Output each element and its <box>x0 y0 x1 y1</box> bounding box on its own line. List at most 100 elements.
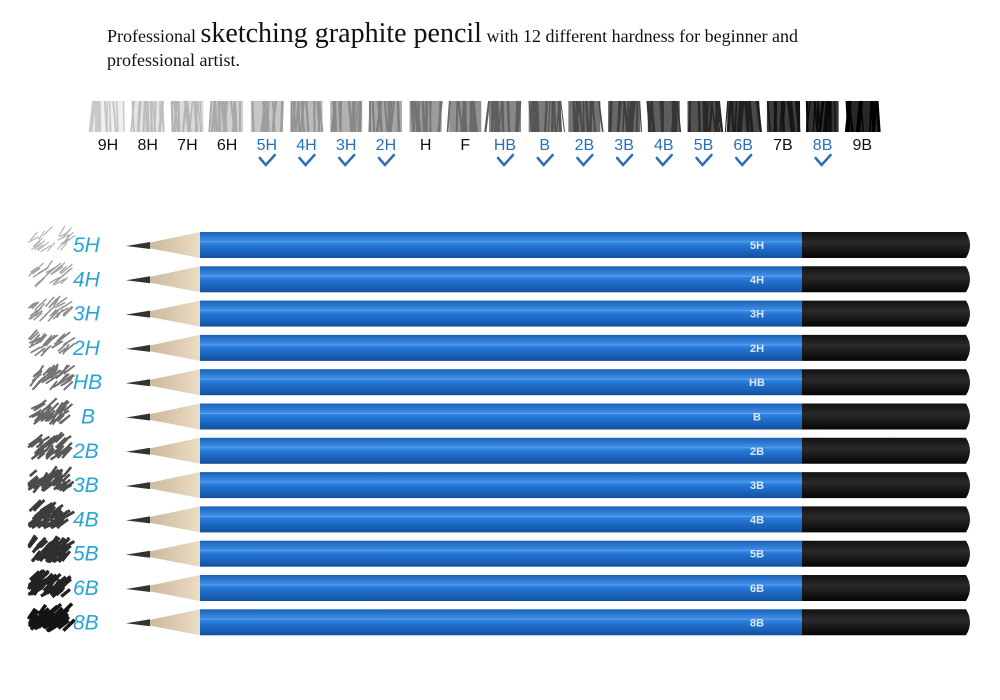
pencil-wood <box>148 232 200 258</box>
sketch-stroke <box>51 414 62 426</box>
sketch-stroke <box>52 311 61 320</box>
sketch-stroke <box>49 308 58 317</box>
sketch-stroke <box>32 237 43 247</box>
sketch-stroke <box>36 302 46 313</box>
grade-label: 9B <box>853 137 873 154</box>
swatch <box>88 100 125 133</box>
swatch <box>368 100 402 133</box>
sketch-label: 5H <box>73 234 101 257</box>
grade-label: 6B <box>733 137 753 154</box>
swatch-stroke <box>305 100 310 133</box>
swatch-stroke <box>172 100 179 133</box>
sketch-stroke <box>42 375 52 383</box>
sketch-stroke <box>38 572 48 581</box>
sketch-stroke <box>27 475 39 485</box>
swatch <box>170 100 204 133</box>
sketch-stroke <box>54 301 66 309</box>
sketch-stroke <box>41 575 54 586</box>
sketch-stroke <box>32 333 41 343</box>
swatch <box>805 100 839 133</box>
sketch-stroke <box>51 265 64 275</box>
swatch-stroke <box>773 100 776 133</box>
swatch-stroke <box>484 100 491 133</box>
swatch-stroke <box>115 100 119 133</box>
grade-label: F <box>460 137 470 154</box>
swatch-stroke <box>232 100 235 133</box>
grade-label: 4B <box>654 137 674 154</box>
sketch-stroke <box>34 347 46 357</box>
swatch-stroke <box>585 100 590 133</box>
sketch-stroke <box>57 364 71 377</box>
sketch-stroke <box>60 276 69 285</box>
sketch-stroke <box>34 277 45 287</box>
sketch-stroke <box>44 397 58 410</box>
sketch-label: 6B <box>73 577 99 600</box>
sketch-label: 2B <box>72 440 99 463</box>
sketch-stroke <box>31 242 42 250</box>
swatch <box>130 100 165 133</box>
pencil-wood <box>148 437 200 464</box>
swatch-stroke <box>333 100 338 133</box>
grade-label: 8H <box>137 137 157 154</box>
sketch-stroke <box>62 510 76 520</box>
swatch-stroke <box>733 100 738 133</box>
sketch-stroke <box>62 300 73 309</box>
sketch-stroke <box>55 478 64 487</box>
sketch-stroke <box>49 586 63 596</box>
swatch-stroke <box>142 100 147 133</box>
sketch-stroke <box>40 244 52 253</box>
sketch-stroke <box>31 411 44 419</box>
sketch-stroke <box>37 616 49 629</box>
sketch-stroke <box>60 550 72 562</box>
pencil-row: 5H 5H <box>28 225 970 258</box>
sketch-stroke <box>35 511 45 523</box>
sketch-stroke <box>61 373 74 383</box>
swatch-stroke <box>297 100 301 133</box>
swatch-stroke <box>349 100 352 133</box>
swatch-stroke <box>616 100 623 133</box>
sketch-stroke <box>50 369 63 379</box>
sketch-stroke <box>33 500 42 512</box>
sketch-stroke <box>33 240 46 251</box>
sketch-stroke <box>58 347 67 355</box>
sketch-stroke <box>61 331 71 340</box>
pencil-label: 3B <box>750 480 764 492</box>
pencil-end <box>802 575 970 601</box>
sketch-stroke <box>54 578 64 591</box>
swatch <box>409 100 443 133</box>
swatch-stroke <box>705 100 709 133</box>
sketch-stroke <box>56 438 68 450</box>
sketch-stroke <box>59 602 74 616</box>
sketch-stroke <box>62 466 73 478</box>
sketch-stroke <box>47 310 59 322</box>
swatch <box>766 100 801 133</box>
sketch-stroke <box>55 273 66 283</box>
sketch-stroke <box>50 615 61 627</box>
sketch-stroke <box>36 448 45 456</box>
swatch-stroke <box>714 100 719 133</box>
sketch-stroke <box>62 307 72 315</box>
swatch-stroke <box>710 100 717 133</box>
sketch-stroke <box>45 374 59 385</box>
swatch-stroke <box>551 100 555 133</box>
sketch-stroke <box>29 331 40 341</box>
swatch-stroke <box>233 100 238 133</box>
check-mark <box>655 153 674 167</box>
swatch <box>608 100 643 133</box>
swatch-stroke <box>359 100 362 133</box>
sketch-stroke <box>48 363 59 375</box>
pencil-end <box>802 300 970 327</box>
swatch-stroke <box>413 100 418 133</box>
sketch-stroke <box>62 227 72 239</box>
sketch-stroke <box>63 364 76 375</box>
swatch-stroke <box>575 100 580 133</box>
sketch-label: 3B <box>73 474 99 497</box>
swatch-stroke <box>515 100 520 133</box>
pencil-end <box>802 369 970 396</box>
sketch-stroke <box>59 577 72 586</box>
sketch-stroke <box>48 298 58 308</box>
swatch-stroke <box>822 100 828 133</box>
sketch-stroke <box>28 236 39 243</box>
pencil-end <box>802 437 970 464</box>
